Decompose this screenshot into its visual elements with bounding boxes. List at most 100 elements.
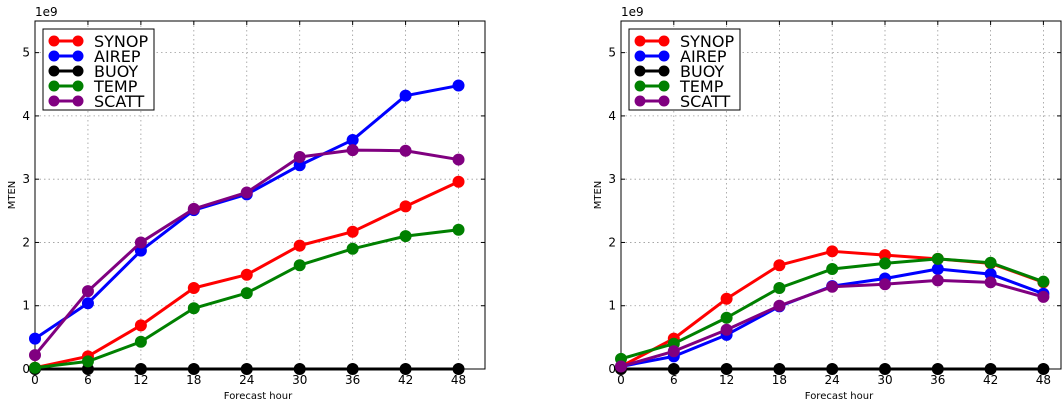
y-tick-label: 4 [608, 109, 616, 123]
data-point-scatt [452, 153, 465, 166]
data-point-scatt [293, 151, 306, 164]
x-tick-label: 0 [617, 373, 625, 387]
data-point-airep [81, 297, 94, 310]
x-tick-label: 36 [930, 373, 945, 387]
data-point-temp [293, 259, 306, 272]
data-point-synop [452, 175, 465, 188]
x-tick-label: 30 [877, 373, 892, 387]
y-tick-label: 3 [22, 172, 30, 186]
data-point-scatt [667, 345, 680, 358]
y-tick-label: 3 [608, 172, 616, 186]
x-tick-label: 12 [719, 373, 734, 387]
series-line-scatt [33, 148, 459, 357]
data-point-buoy [984, 363, 997, 375]
x-tick-label: 18 [186, 373, 201, 387]
x-axis-label: Forecast hour [805, 391, 874, 402]
data-point-scatt [826, 280, 839, 293]
y-tick-label: 5 [22, 46, 30, 60]
y-tick-label: 0 [608, 362, 616, 376]
x-tick-label: 42 [983, 373, 998, 387]
legend-marker-scatt [658, 95, 670, 107]
legend-marker-synop [634, 35, 646, 47]
data-point-temp [399, 230, 412, 243]
data-point-temp [826, 263, 839, 276]
y-multiplier-label: 1e9 [621, 5, 644, 19]
legend-marker-temp [634, 80, 646, 92]
legend-marker-synop [658, 35, 670, 47]
legend-label-scatt: SCATT [94, 92, 145, 111]
data-point-temp [720, 311, 733, 324]
data-point-buoy [667, 363, 680, 375]
data-point-scatt [81, 285, 94, 298]
legend-marker-scatt [48, 95, 60, 107]
x-tick-label: 24 [239, 373, 254, 387]
x-tick-label: 12 [133, 373, 148, 387]
data-point-scatt [399, 144, 412, 157]
x-axis-label: Forecast hour [224, 391, 293, 402]
legend-marker-airep [48, 50, 60, 62]
data-point-temp [240, 287, 253, 300]
legend-marker-synop [72, 35, 84, 47]
data-point-scatt [984, 276, 997, 289]
data-point-synop [826, 245, 839, 258]
data-point-scatt [720, 323, 733, 336]
legend-label-buoy: BUOY [680, 62, 724, 81]
data-point-airep [29, 332, 41, 345]
x-tick-label: 36 [345, 373, 360, 387]
data-point-airep [452, 79, 465, 92]
legend-marker-airep [634, 50, 646, 62]
data-point-buoy [399, 363, 412, 375]
data-point-buoy [187, 363, 200, 375]
data-point-buoy [720, 363, 733, 375]
legend-label-scatt: SCATT [680, 92, 731, 111]
data-point-buoy [773, 363, 786, 375]
data-point-temp [81, 355, 94, 368]
data-point-synop [720, 292, 733, 305]
data-point-buoy [240, 363, 253, 375]
data-point-synop [773, 259, 786, 272]
legend-label-synop: SYNOP [94, 32, 148, 51]
data-point-buoy [931, 363, 944, 375]
data-point-buoy [452, 363, 465, 375]
x-tick-label: 18 [772, 373, 787, 387]
y-tick-label: 5 [608, 46, 616, 60]
data-point-scatt [931, 274, 944, 287]
data-point-synop [399, 200, 412, 213]
data-point-temp [931, 252, 944, 265]
legend-marker-airep [72, 50, 84, 62]
y-tick-label: 2 [22, 235, 30, 249]
data-point-airep [399, 89, 412, 102]
data-point-synop [187, 282, 200, 295]
data-point-buoy [346, 363, 359, 375]
data-point-temp [879, 257, 891, 270]
x-tick-label: 6 [84, 373, 92, 387]
data-point-buoy [134, 363, 147, 375]
data-point-buoy [826, 363, 839, 375]
legend-label-buoy: BUOY [94, 62, 138, 81]
y-tick-label: 4 [22, 109, 30, 123]
data-point-scatt [134, 236, 147, 249]
y-multiplier-label: 1e9 [35, 5, 58, 19]
data-point-buoy [1037, 363, 1050, 375]
data-point-temp [1037, 275, 1050, 288]
data-point-airep [931, 263, 944, 276]
legend-marker-temp [658, 80, 670, 92]
data-point-scatt [1037, 290, 1050, 303]
legend-marker-buoy [48, 65, 60, 77]
data-point-temp [346, 242, 359, 255]
y-axis-label: MTEN [593, 181, 604, 210]
legend-marker-buoy [72, 65, 84, 77]
legend-label-synop: SYNOP [680, 32, 734, 51]
y-tick-label: 1 [608, 299, 616, 313]
y-axis-label: MTEN [7, 181, 18, 210]
data-point-temp [773, 282, 786, 295]
data-point-scatt [773, 299, 786, 312]
x-tick-label: 48 [1036, 373, 1051, 387]
data-point-scatt [187, 202, 200, 215]
data-point-temp [452, 223, 465, 236]
data-point-scatt [240, 186, 253, 199]
